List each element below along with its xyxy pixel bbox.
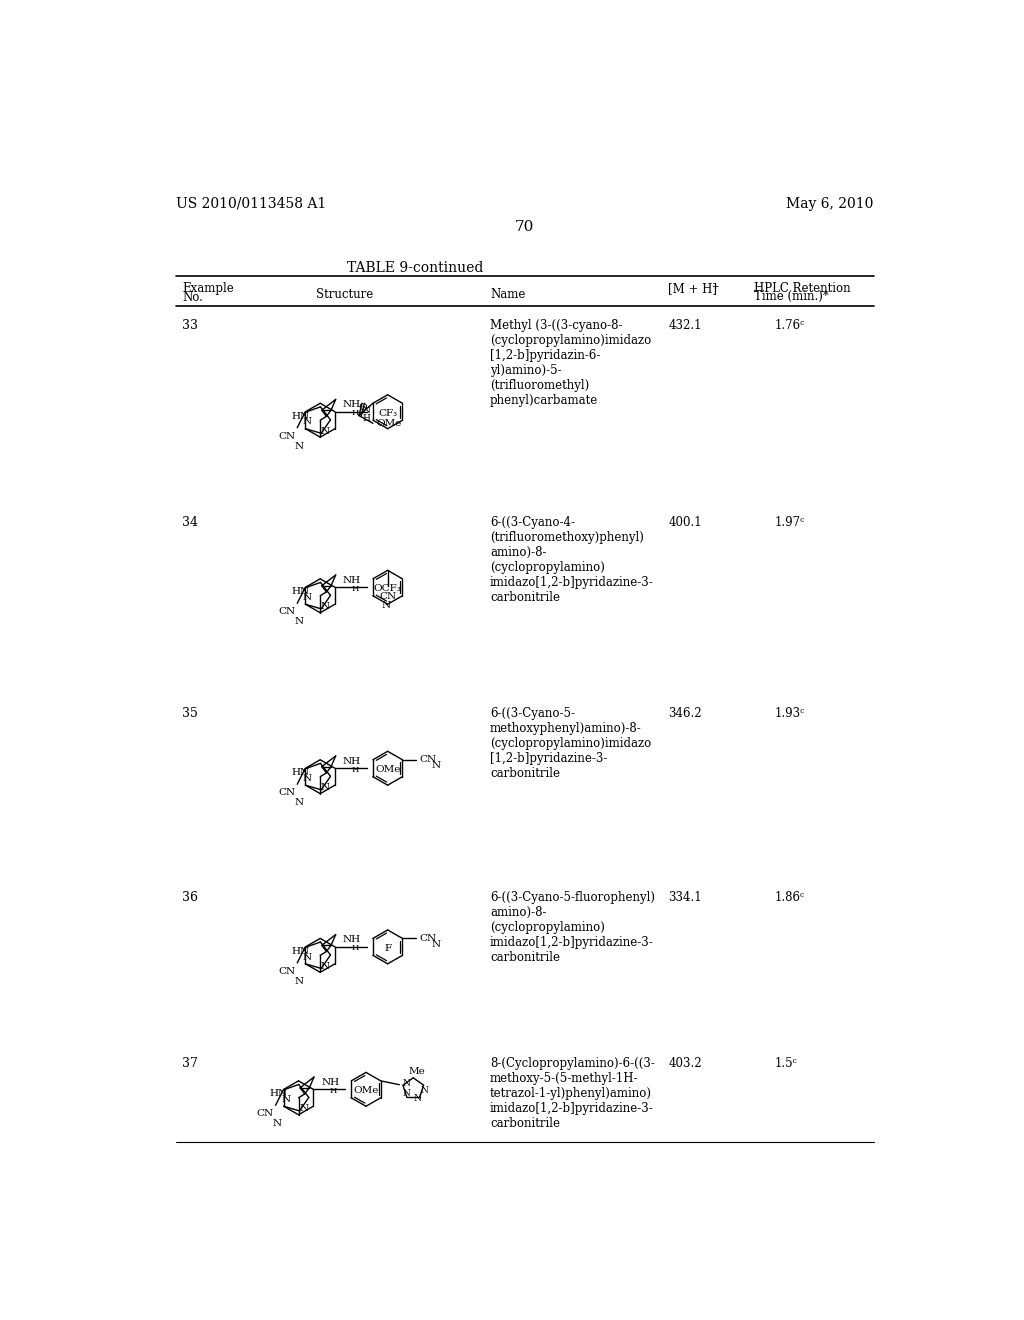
Text: NH: NH — [343, 400, 361, 409]
Text: HPLC Retention: HPLC Retention — [755, 281, 851, 294]
Text: Structure: Structure — [316, 288, 374, 301]
Text: 346.2: 346.2 — [669, 706, 701, 719]
Text: 1.86ᶜ: 1.86ᶜ — [775, 891, 805, 904]
Text: 432.1: 432.1 — [669, 319, 701, 333]
Text: H: H — [351, 409, 358, 417]
Text: CF₃: CF₃ — [378, 409, 397, 418]
Text: N: N — [321, 602, 330, 611]
Text: N: N — [432, 762, 441, 771]
Text: CN: CN — [279, 432, 296, 441]
Text: N: N — [420, 1085, 428, 1094]
Text: 6-((3-Cyano-5-fluorophenyl)
amino)-8-
(cyclopropylamino)
imidazo[1,2-b]pyridazin: 6-((3-Cyano-5-fluorophenyl) amino)-8- (c… — [489, 891, 655, 965]
Text: NH: NH — [343, 756, 361, 766]
Text: CN: CN — [279, 607, 296, 616]
Text: N: N — [294, 442, 303, 450]
Text: 1.5ᶜ: 1.5ᶜ — [775, 1057, 798, 1071]
Text: CN: CN — [420, 755, 436, 764]
Text: 34: 34 — [182, 516, 199, 529]
Text: HN: HN — [291, 946, 309, 956]
Text: HN: HN — [291, 412, 309, 421]
Text: NH: NH — [322, 1078, 339, 1086]
Text: HN: HN — [291, 587, 309, 597]
Text: H: H — [351, 766, 358, 774]
Text: H: H — [351, 585, 358, 593]
Text: Time (min.)*: Time (min.)* — [755, 290, 829, 304]
Text: N: N — [299, 1105, 308, 1113]
Text: H: H — [362, 414, 370, 424]
Text: TABLE 9-continued: TABLE 9-continued — [346, 261, 483, 275]
Text: Name: Name — [489, 288, 525, 301]
Text: OMe: OMe — [376, 418, 401, 428]
Text: NH: NH — [343, 576, 361, 585]
Text: N: N — [321, 783, 330, 792]
Text: 35: 35 — [182, 706, 198, 719]
Text: N: N — [432, 940, 441, 949]
Text: CN: CN — [420, 935, 436, 942]
Text: N: N — [321, 962, 330, 972]
Text: +: + — [711, 282, 718, 292]
Text: N: N — [382, 601, 391, 610]
Text: 6-((3-Cyano-5-
methoxyphenyl)amino)-8-
(cyclopropylamino)imidazo
[1,2-b]pyridazi: 6-((3-Cyano-5- methoxyphenyl)amino)-8- (… — [489, 706, 651, 780]
Text: 8-(Cyclopropylamino)-6-((3-
methoxy-5-(5-methyl-1H-
tetrazol-1-yl)phenyl)amino)
: 8-(Cyclopropylamino)-6-((3- methoxy-5-(5… — [489, 1057, 654, 1130]
Text: H: H — [330, 1086, 337, 1094]
Text: H: H — [351, 944, 358, 953]
Text: N: N — [402, 1078, 411, 1088]
Text: OMe: OMe — [353, 1086, 379, 1096]
Text: OMe: OMe — [375, 766, 400, 775]
Text: 1.93ᶜ: 1.93ᶜ — [775, 706, 805, 719]
Text: CN: CN — [379, 591, 396, 601]
Text: OCF₃: OCF₃ — [374, 585, 401, 594]
Text: 1.97ᶜ: 1.97ᶜ — [775, 516, 805, 529]
Text: N: N — [414, 1094, 421, 1104]
Text: F: F — [384, 944, 391, 953]
Text: May 6, 2010: May 6, 2010 — [786, 197, 873, 211]
Text: 6-((3-Cyano-4-
(trifluoromethoxy)phenyl)
amino)-8-
(cyclopropylamino)
imidazo[1,: 6-((3-Cyano-4- (trifluoromethoxy)phenyl)… — [489, 516, 653, 603]
Text: No.: No. — [182, 290, 203, 304]
Text: 400.1: 400.1 — [669, 516, 701, 529]
Text: N: N — [294, 799, 303, 807]
Text: Methyl (3-((3-cyano-8-
(cyclopropylamino)imidazo
[1,2-b]pyridazin-6-
yl)amino)-5: Methyl (3-((3-cyano-8- (cyclopropylamino… — [489, 319, 651, 408]
Text: N: N — [294, 977, 303, 986]
Text: US 2010/0113458 A1: US 2010/0113458 A1 — [176, 197, 327, 211]
Text: N: N — [282, 1096, 290, 1104]
Text: N: N — [303, 953, 312, 961]
Text: O: O — [358, 404, 368, 412]
Text: N: N — [303, 593, 312, 602]
Text: CN: CN — [257, 1109, 274, 1118]
Text: 70: 70 — [515, 220, 535, 234]
Text: N: N — [294, 618, 303, 626]
Text: CN: CN — [279, 966, 296, 975]
Text: N: N — [303, 417, 312, 426]
Text: Me: Me — [409, 1067, 426, 1076]
Text: 37: 37 — [182, 1057, 198, 1071]
Text: HN: HN — [291, 768, 309, 777]
Text: 334.1: 334.1 — [669, 891, 701, 904]
Text: 1.76ᶜ: 1.76ᶜ — [775, 319, 805, 333]
Text: N: N — [361, 405, 371, 414]
Text: 36: 36 — [182, 891, 199, 904]
Text: N: N — [303, 774, 312, 783]
Text: [M + H]: [M + H] — [669, 282, 717, 296]
Text: N: N — [272, 1119, 282, 1129]
Text: 403.2: 403.2 — [669, 1057, 701, 1071]
Text: CN: CN — [279, 788, 296, 797]
Text: HN: HN — [269, 1089, 288, 1098]
Text: NH: NH — [343, 936, 361, 944]
Text: Example: Example — [182, 282, 234, 296]
Text: N: N — [402, 1089, 411, 1098]
Text: 33: 33 — [182, 319, 199, 333]
Text: N: N — [321, 426, 330, 436]
